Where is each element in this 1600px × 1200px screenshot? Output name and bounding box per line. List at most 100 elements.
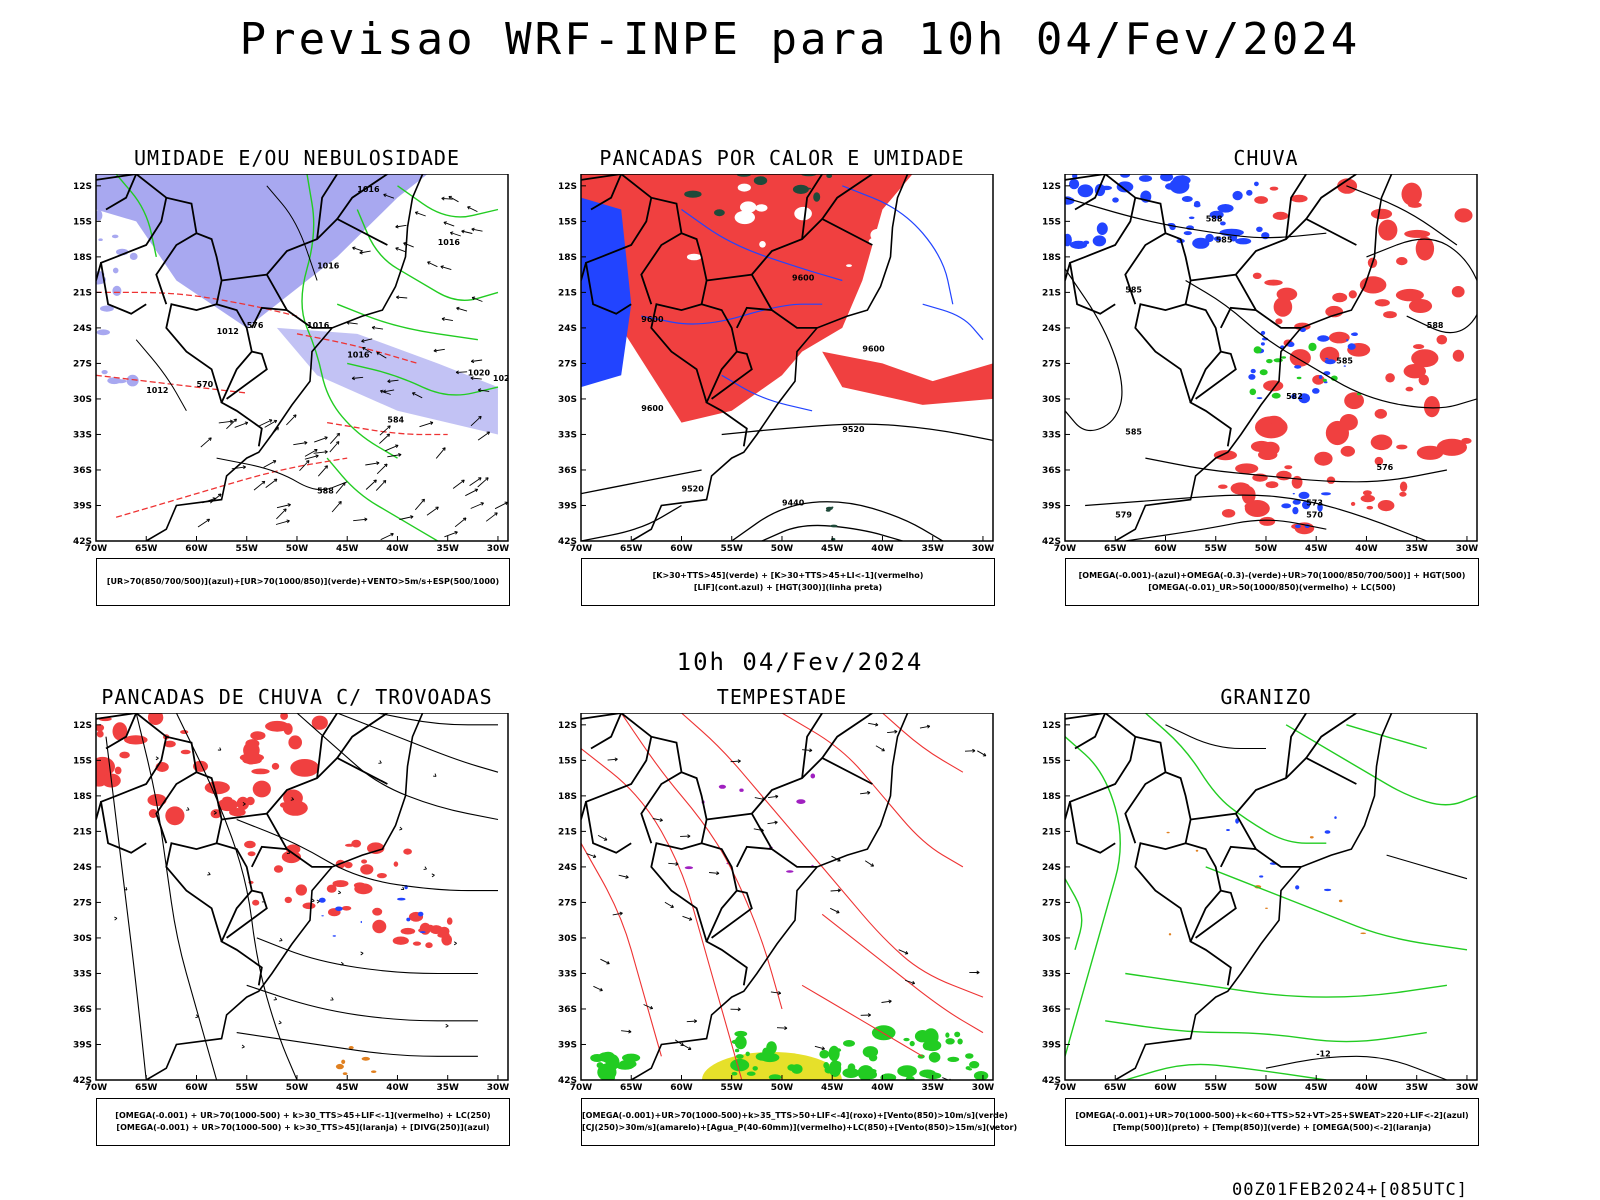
streamline-arrow <box>316 899 320 904</box>
streamline-arrow <box>400 886 405 890</box>
thunder-red-area <box>281 850 301 864</box>
lon-label: 35W <box>436 544 459 554</box>
country-border <box>336 713 388 759</box>
country-border <box>336 174 388 220</box>
lat-label: 33S <box>558 430 577 440</box>
wind-vector <box>894 729 898 734</box>
rain-blue-area <box>1100 185 1112 191</box>
country-border <box>99 197 168 315</box>
hail-blue-area <box>1324 888 1332 892</box>
wind-vector <box>599 987 603 992</box>
lon-label: 65W <box>135 1083 158 1093</box>
pressure-contour <box>216 457 348 491</box>
coastline <box>1114 174 1393 541</box>
temp850-green-contour <box>1105 1020 1427 1043</box>
contour-label: 9520 <box>682 484 705 493</box>
wind-vector <box>600 958 610 965</box>
wind-vector <box>352 376 364 379</box>
country-border <box>99 736 168 854</box>
rain-red-area <box>1254 196 1268 204</box>
rain-blue-area <box>1188 216 1195 220</box>
lat-label: 30S <box>73 934 92 944</box>
thunder-red-area <box>448 940 452 945</box>
lat-label: 42S <box>1042 1076 1061 1086</box>
rain-blue-area <box>1183 231 1192 236</box>
rain-red-area <box>1326 476 1336 484</box>
thunder-red-area <box>244 840 256 849</box>
lon-label: 70W <box>570 1083 593 1093</box>
wind-vector <box>218 493 222 497</box>
wind850-green-area <box>842 1068 860 1078</box>
lon-label: 60W <box>1154 1083 1177 1093</box>
wind-vector <box>976 970 980 975</box>
lon-label: 35W <box>921 1083 944 1093</box>
map-canvas: 960096009600960095209520944012S15S18S21S… <box>558 174 994 554</box>
humidity-blue-area <box>96 174 428 328</box>
map-layers: -12 <box>1065 713 1477 1080</box>
wind850-green-area <box>923 1039 942 1052</box>
coastline <box>145 713 424 1080</box>
wind-vector <box>197 518 210 528</box>
contour-label: 9600 <box>862 345 885 354</box>
thunder-red-area <box>288 735 302 750</box>
country-border <box>1124 232 1166 305</box>
rain-blue-area <box>1317 335 1330 342</box>
wind850-green-area <box>730 1058 750 1072</box>
streamline-arrow <box>399 826 403 831</box>
contour-label: 570 <box>197 380 214 389</box>
streamline-arrow <box>213 810 217 815</box>
panel-title: PANCADAS DE CHUVA C/ TROVOADAS <box>101 685 493 709</box>
lat-label: 15S <box>1042 217 1061 227</box>
panel-chuva: CHUVA 588 585 585 588 585 582 576 573 570 579 585 1… <box>1031 146 1501 616</box>
wind-vector <box>443 221 455 227</box>
wind-vector <box>380 390 391 395</box>
panel-pancadas-calor: PANCADAS POR CALOR E UMIDADE 9600 9600 960… <box>547 146 1017 616</box>
wind-vector <box>379 433 390 444</box>
hgt500-contour <box>1145 457 1448 483</box>
wind-vector <box>477 431 490 441</box>
wind850-green-area <box>973 1071 989 1080</box>
rain-blue-area <box>1254 181 1259 187</box>
wind-vector <box>465 488 478 497</box>
lat-label: 33S <box>73 430 92 440</box>
country-border <box>1219 306 1256 329</box>
contour-label: 576 <box>1377 463 1394 472</box>
map-frame <box>1064 174 1478 542</box>
wind-vector <box>335 441 340 445</box>
green-area <box>830 524 838 528</box>
panel-title: PANCADAS POR CALOR E UMIDADE <box>599 146 965 170</box>
country-border <box>640 771 682 844</box>
humidity-green-contour <box>301 174 398 459</box>
legend-box: [OMEGA(-0.001)+UR>70(1000-500)+k<60+TTS>… <box>1065 1098 1479 1146</box>
wind-vector <box>273 419 278 424</box>
storm-purple-area <box>739 788 744 792</box>
wind-vector <box>383 389 395 393</box>
wind-vector <box>433 348 445 352</box>
thunder-red-area <box>247 851 256 857</box>
rain-blue-area <box>1092 235 1107 247</box>
thunder-red-area <box>163 740 176 748</box>
wind-vector <box>911 980 916 985</box>
thunder-red-area <box>280 713 288 720</box>
lon-label: 60W <box>185 1083 208 1093</box>
lon-label: 35W <box>921 544 944 554</box>
wind-vector <box>208 437 212 441</box>
wind-vector <box>452 479 465 489</box>
contour-label: 588 <box>317 487 334 496</box>
wind-vector <box>659 818 663 822</box>
divg-blue-area <box>321 915 324 917</box>
wind-vector <box>244 421 249 426</box>
wind-vector <box>372 326 384 330</box>
lon-label: 30W <box>1456 544 1479 554</box>
wind-vector <box>716 871 720 876</box>
wind-vector <box>668 862 679 865</box>
rain-blue-area <box>1232 190 1243 201</box>
rain-blue-area <box>1298 491 1310 499</box>
lon-label: 50W <box>286 1083 309 1093</box>
wind-vector <box>272 460 277 464</box>
wind-vector <box>467 206 478 213</box>
rain-red-area <box>1275 318 1283 325</box>
rain-blue-area <box>1069 240 1088 249</box>
thunder-red-area <box>393 861 399 867</box>
